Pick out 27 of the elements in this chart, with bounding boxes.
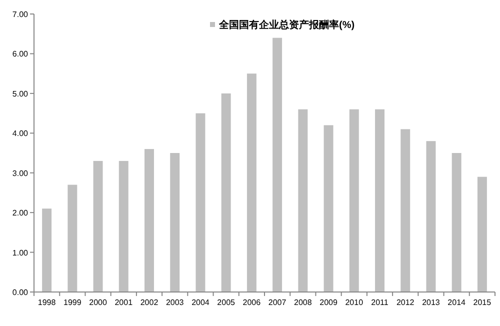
y-tick-label: 2.00 (12, 208, 29, 218)
x-tick-label: 2008 (294, 298, 312, 307)
x-tick-label: 2007 (268, 298, 287, 307)
x-tick-label: 2000 (89, 298, 108, 307)
y-tick-label: 0.00 (12, 288, 29, 297)
y-tick-label: 4.00 (12, 129, 29, 138)
x-tick-label: 2010 (345, 298, 364, 307)
x-tick-label: 2011 (371, 298, 389, 307)
x-tick-label: 2015 (473, 298, 492, 307)
x-tick-label: 1998 (38, 298, 56, 307)
y-tick-label: 7.00 (12, 10, 29, 19)
x-tick-label: 2005 (217, 298, 236, 307)
y-tick-label: 1.00 (12, 248, 29, 258)
x-tick-label: 2014 (448, 298, 466, 307)
x-tick-label: 2002 (140, 298, 159, 307)
x-tick-label: 2003 (166, 298, 184, 307)
legend-label: 全国国有企业总资产报酬率(%) (218, 19, 355, 31)
y-tick-label: 5.00 (12, 89, 29, 98)
x-tick-label: 2009 (320, 298, 338, 307)
y-tick-label: 3.00 (12, 168, 29, 178)
x-tick-label: 2013 (422, 298, 440, 307)
x-tick-label: 1999 (64, 298, 82, 307)
x-tick-label: 2012 (396, 298, 415, 307)
x-tick-label: 2006 (242, 298, 262, 307)
y-tick-label: 6.00 (12, 50, 29, 59)
x-tick-label: 2004 (192, 298, 210, 307)
x-tick-label: 2001 (114, 298, 134, 307)
